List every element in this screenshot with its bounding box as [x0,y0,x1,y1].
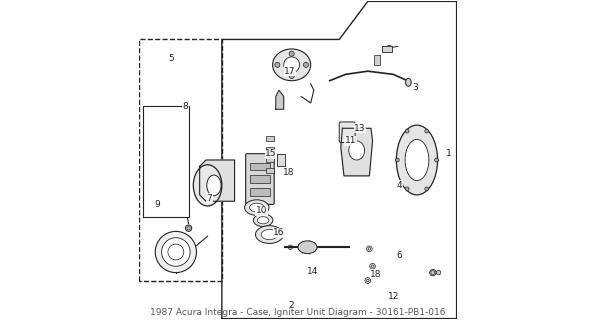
Circle shape [405,187,409,191]
Bar [266,147,274,152]
Text: 16: 16 [273,228,285,237]
Text: 11: 11 [344,136,356,146]
Circle shape [303,62,309,68]
Ellipse shape [250,203,264,212]
Circle shape [370,263,375,269]
Circle shape [289,73,294,78]
Bar [374,55,380,65]
Ellipse shape [193,165,222,206]
Text: 10: 10 [256,206,267,215]
Circle shape [185,225,192,231]
Circle shape [387,45,392,50]
Polygon shape [276,90,284,109]
Text: 3: 3 [412,83,418,92]
Text: 4: 4 [397,181,402,190]
Ellipse shape [405,140,429,180]
Text: 18: 18 [370,270,381,279]
Circle shape [289,51,294,56]
Bar [277,154,285,166]
Text: 7: 7 [206,194,212,203]
Circle shape [405,129,409,133]
Text: 12: 12 [387,292,399,301]
Ellipse shape [405,78,411,86]
Circle shape [425,187,429,191]
Ellipse shape [256,226,284,244]
Ellipse shape [261,229,278,240]
Circle shape [365,278,371,284]
Ellipse shape [298,241,317,253]
Text: 15: 15 [265,149,277,158]
Circle shape [275,62,280,68]
FancyBboxPatch shape [339,122,355,142]
Polygon shape [341,128,372,176]
Text: 2: 2 [289,301,294,310]
Bar [250,163,270,170]
Bar [266,168,274,173]
Circle shape [434,158,439,162]
Circle shape [425,129,429,133]
Bar [382,46,392,52]
Ellipse shape [272,49,311,81]
Circle shape [162,238,190,266]
Text: 17: 17 [284,67,296,76]
Text: 5: 5 [168,54,174,63]
Text: 18: 18 [283,168,294,177]
Ellipse shape [396,125,437,195]
Bar [266,136,274,141]
Circle shape [367,246,372,252]
Text: 1: 1 [446,149,452,158]
Ellipse shape [244,200,269,215]
Bar [250,188,270,196]
Circle shape [430,269,436,276]
Bar [142,106,188,217]
Text: 14: 14 [306,267,318,276]
Ellipse shape [207,175,221,196]
Circle shape [284,57,300,73]
Ellipse shape [349,141,365,160]
Polygon shape [200,160,235,201]
Text: 13: 13 [354,124,365,133]
Text: 1987 Acura Integra - Case, Igniter Unit Diagram - 30161-PB1-016: 1987 Acura Integra - Case, Igniter Unit … [150,308,446,317]
Ellipse shape [257,217,269,224]
Text: 9: 9 [154,200,160,209]
Bar [250,175,270,183]
Circle shape [155,231,197,273]
Circle shape [395,158,399,162]
Ellipse shape [253,214,273,227]
Circle shape [436,270,441,275]
FancyBboxPatch shape [246,154,274,204]
Bar [266,157,274,162]
Text: 8: 8 [182,101,188,111]
Text: 6: 6 [396,251,402,260]
Circle shape [288,245,293,250]
